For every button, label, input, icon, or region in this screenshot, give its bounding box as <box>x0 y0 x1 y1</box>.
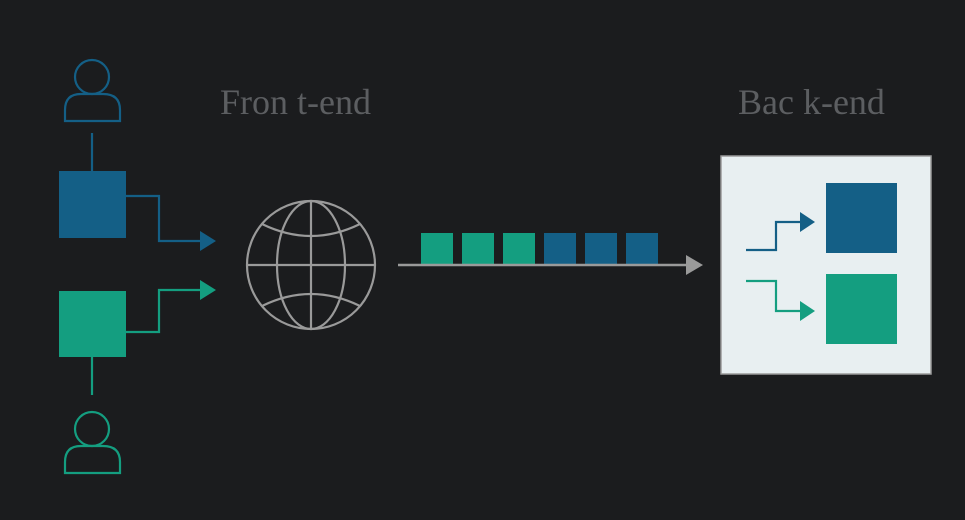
backend-blue-service <box>826 183 897 253</box>
queue-block-green <box>421 233 453 264</box>
frontend-label: Fron t-end <box>220 82 371 122</box>
queue-block-green <box>503 233 535 264</box>
backend-label: Bac k-end <box>738 82 885 122</box>
request-queue <box>421 233 658 264</box>
blue-request-arrowhead <box>200 231 216 251</box>
backend-green-arrow-line <box>746 279 802 313</box>
queue-block-green <box>462 233 494 264</box>
globe-icon <box>245 199 377 331</box>
queue-block-blue <box>544 233 576 264</box>
backend-blue-arrowhead <box>800 212 815 232</box>
green-request-arrow-line <box>126 288 202 334</box>
backend-green-arrowhead <box>800 301 815 321</box>
green-request-arrowhead <box>200 280 216 300</box>
client-green-block <box>59 291 126 357</box>
queue-arrowhead <box>686 255 703 275</box>
backend-green-service <box>826 274 897 344</box>
backend-blue-arrow-line <box>746 220 802 252</box>
client-blue-block <box>59 171 126 238</box>
blue-request-arrow-line <box>126 194 202 243</box>
queue-block-blue <box>626 233 658 264</box>
queue-block-blue <box>585 233 617 264</box>
user-icon-bottom <box>63 410 122 475</box>
user-icon-top <box>63 58 122 123</box>
